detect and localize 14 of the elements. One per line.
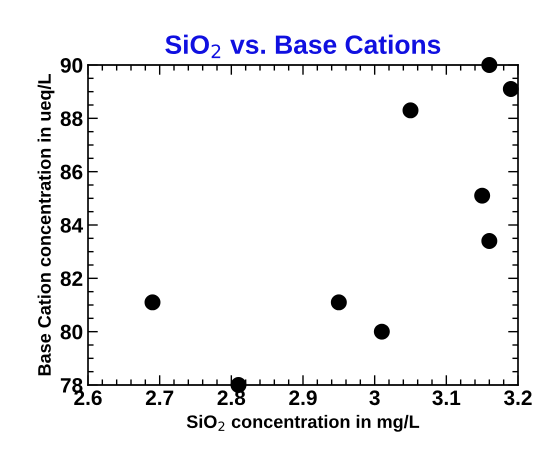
chart-title: SiO$_{2}$ vs. Base Cations — [165, 34, 440, 58]
y-tick-label: 82 — [60, 271, 82, 286]
x-tick-label: 2.7 — [146, 390, 174, 405]
x-tick-label: 3.2 — [504, 390, 532, 406]
y-tick-label: 84 — [60, 218, 84, 233]
y-tick-label: 86 — [60, 164, 82, 180]
y-tick-label: 90 — [60, 58, 82, 73]
x-axis-title: SiO$_{2}$ concentration in mg/L — [186, 414, 420, 432]
x-tick-label: 3 — [369, 390, 380, 406]
y-axis-title: Base Cation concentration in ueq/L — [38, 74, 54, 376]
y-tick-label: 88 — [60, 111, 82, 126]
y-tick-label: 80 — [60, 324, 82, 340]
x-tick-label: 3.1 — [432, 390, 460, 406]
x-tick-label: 2.9 — [289, 390, 317, 406]
